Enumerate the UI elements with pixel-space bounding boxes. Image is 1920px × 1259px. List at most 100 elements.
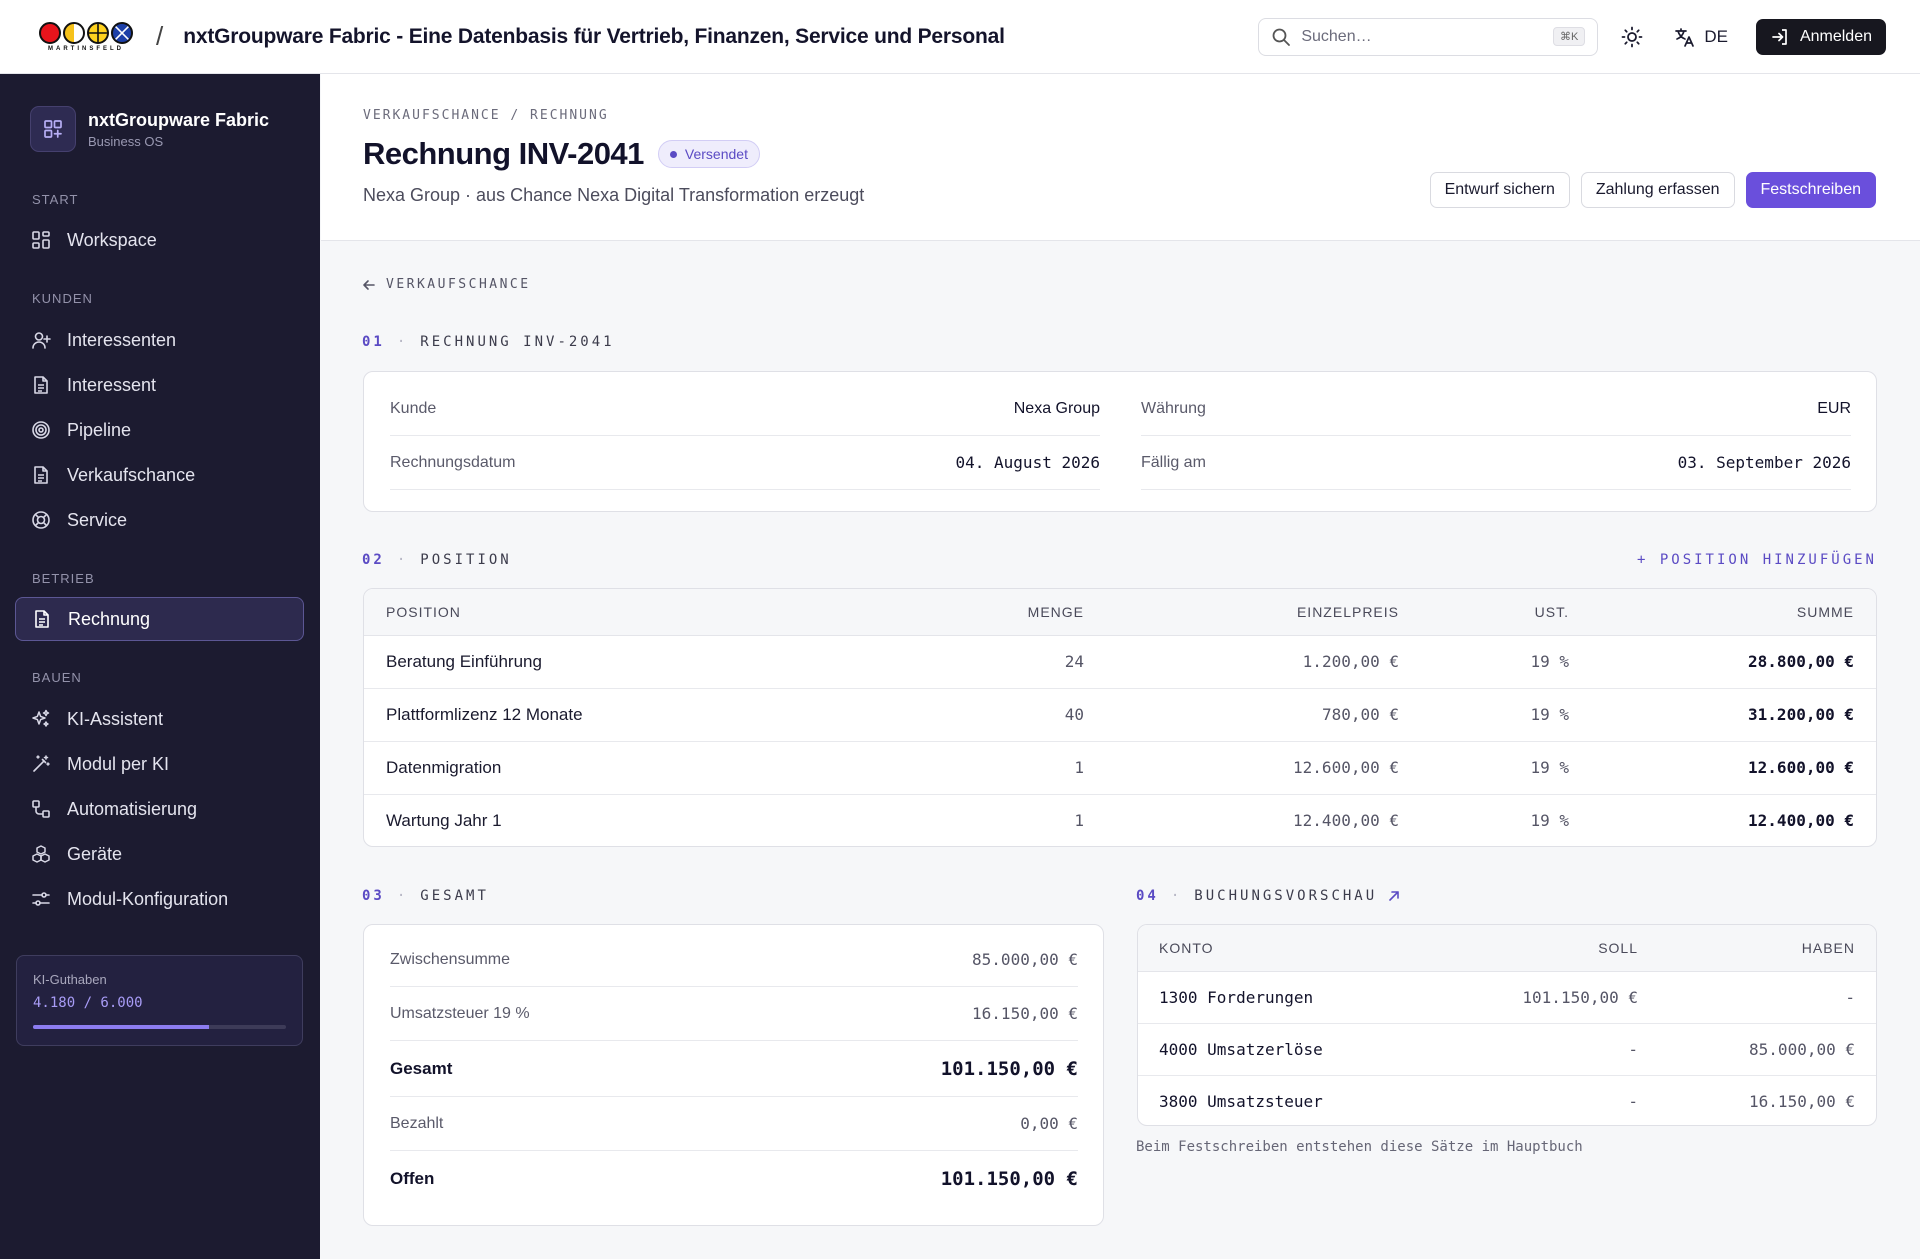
brand[interactable]: nxtGroupware Fabric Business OS [30, 106, 320, 152]
cell-ust: 19 % [1399, 741, 1569, 795]
sidebar-item-interessenten[interactable]: Interessenten [15, 318, 304, 362]
sidebar-item-automatisierung[interactable]: Automatisierung [15, 787, 304, 831]
page-title: Rechnung INV-2041 [363, 136, 644, 171]
sidebar-item-workspace[interactable]: Workspace [15, 218, 304, 262]
cell-einzelpreis: 1.200,00 € [1084, 635, 1399, 689]
sidebar-item-label: Interessent [67, 374, 157, 395]
table-row[interactable]: Beratung Einführung 24 1.200,00 € 19 % 2… [364, 635, 1876, 689]
cell-summe: 28.800,00 € [1569, 635, 1876, 689]
cell-ust: 19 % [1399, 688, 1569, 742]
sidebar-item-service[interactable]: Service [15, 498, 304, 542]
column-header: SOLL [1438, 925, 1638, 972]
save-draft-button[interactable]: Entwurf sichern [1429, 172, 1570, 208]
search-icon [1272, 28, 1291, 46]
total-label: Gesamt [390, 1058, 453, 1078]
total-row-offen: Offen 101.150,00 € [390, 1151, 1078, 1207]
invoice-details-card: Kunde Nexa Group Rechnungsdatum 04. Augu… [363, 371, 1877, 512]
cell-konto: 3800 Umsatzsteuer [1159, 1091, 1323, 1111]
login-button[interactable]: Anmelden [1755, 18, 1886, 55]
company-logo[interactable]: MARTINSFELD [34, 21, 138, 52]
field-label: Rechnungsdatum [390, 453, 516, 471]
section-number: 03 [362, 888, 385, 904]
commit-button[interactable]: Festschreiben [1745, 172, 1876, 208]
field-value[interactable]: EUR [1817, 399, 1851, 417]
sidebar-item-pipeline[interactable]: Pipeline [15, 408, 304, 452]
add-position-button[interactable]: + POSITION HINZUFÜGEN [1636, 552, 1877, 568]
credits-progress-bar [33, 1025, 286, 1029]
sidebar-item-modul-per-ki[interactable]: Modul per KI [15, 742, 304, 786]
totals-card: Zwischensumme 85.000,00 € Umsatzsteuer 1… [363, 924, 1104, 1226]
cell-soll: - [1628, 1091, 1638, 1111]
table-row[interactable]: Wartung Jahr 1 1 12.400,00 € 19 % 12.400… [364, 794, 1876, 846]
sidebar-item-label: Automatisierung [67, 798, 198, 819]
brand-subtitle: Business OS [88, 133, 164, 149]
column-header[interactable]: SUMME [1569, 589, 1876, 636]
nav-section-betrieb: BETRIEB [32, 571, 95, 586]
cell-einzelpreis: 12.400,00 € [1293, 811, 1399, 831]
sidebar-item-label: Rechnung [68, 608, 151, 629]
sidebar-item-rechnung[interactable]: Rechnung [15, 597, 304, 641]
document-icon [34, 466, 48, 484]
field-label: Währung [1141, 399, 1206, 417]
cell-einzelpreis: 780,00 € [1084, 688, 1399, 742]
login-label: Anmelden [1799, 27, 1872, 45]
column-header[interactable]: UST. [1399, 589, 1569, 636]
table-row[interactable]: Plattformlizenz 12 Monate 40 780,00 € 19… [364, 688, 1876, 742]
sidebar-item-label: Workspace [67, 229, 157, 250]
sidebar-item-interessent[interactable]: Interessent [15, 363, 304, 407]
record-payment-button[interactable]: Zahlung erfassen [1580, 172, 1735, 208]
cell-ust: 19 % [1399, 635, 1569, 689]
sidebar-item-label: Service [67, 509, 128, 530]
cell-summe: 12.400,00 € [1748, 811, 1854, 831]
cell-soll: - [1438, 1023, 1638, 1076]
booking-preview-table: KONTO SOLL HABEN 1300 Forderungen 101.15… [1138, 925, 1876, 1125]
sidebar-item-geraete[interactable]: Geräte [15, 832, 304, 876]
sidebar-item-modul-konfiguration[interactable]: Modul-Konfiguration [15, 877, 304, 921]
field-value[interactable]: 03. September 2026 [1677, 453, 1851, 472]
section-title: BUCHUNGSVORSCHAU [1194, 888, 1378, 904]
nav-section-kunden: KUNDEN [32, 291, 93, 306]
section-separator: · [1170, 888, 1183, 904]
back-link[interactable]: VERKAUFSCHANCE [362, 277, 531, 292]
arrow-left-icon [363, 279, 375, 290]
table-row[interactable]: Datenmigration 1 12.600,00 € 19 % 12.600… [364, 741, 1876, 795]
credits-value: 4.180 / 6.000 [33, 995, 143, 1011]
cell-summe: 31.200,00 € [1569, 688, 1876, 742]
document-icon [34, 376, 48, 394]
field-value[interactable]: Nexa Group [1013, 399, 1100, 417]
document-icon [35, 610, 49, 628]
column-header[interactable]: MENGE [884, 589, 1084, 636]
brand-name: nxtGroupware Fabric [88, 109, 270, 130]
status-badge: Versendet [657, 140, 760, 168]
page-subtitle: Nexa Group · aus Chance Nexa Digital Tra… [363, 185, 865, 205]
total-value: 101.150,00 € [940, 1168, 1078, 1190]
sidebar-item-label: Verkaufschance [67, 464, 196, 485]
table-row: 3800 Umsatzsteuer - 16.150,00 € [1138, 1075, 1876, 1125]
column-header[interactable]: POSITION [364, 589, 884, 636]
section-heading-buchungsvorschau: 04 · BUCHUNGSVORSCHAU [1136, 888, 1401, 904]
cell-position: Wartung Jahr 1 [386, 810, 502, 830]
cell-position: Plattformlizenz 12 Monate [364, 688, 884, 742]
search-input[interactable]: Suchen… ⌘K [1258, 17, 1599, 56]
sidebar-item-ki-assistent[interactable]: KI-Assistent [15, 697, 304, 741]
sidebar-item-label: Modul per KI [67, 753, 170, 774]
total-row-gesamt: Gesamt 101.150,00 € [390, 1041, 1078, 1097]
total-value: 0,00 € [1020, 1114, 1078, 1133]
sidebar-item-verkaufschance[interactable]: Verkaufschance [15, 453, 304, 497]
logo-text: MARTINSFELD [48, 45, 124, 52]
booking-note: Beim Festschreiben entstehen diese Sätze… [1136, 1139, 1583, 1155]
boxes-icon [32, 845, 50, 863]
booking-preview-card: KONTO SOLL HABEN 1300 Forderungen 101.15… [1137, 924, 1877, 1126]
field-value[interactable]: 04. August 2026 [955, 453, 1101, 472]
nav-section-start: START [32, 192, 79, 207]
search-shortcut: ⌘K [1552, 27, 1586, 46]
total-label: Bezahlt [390, 1114, 444, 1132]
theme-toggle-button[interactable] [1612, 17, 1652, 57]
language-switcher[interactable]: DE [1674, 26, 1728, 48]
external-link-icon[interactable] [1387, 889, 1401, 903]
total-row-umsatzsteuer: Umsatzsteuer 19 % 16.150,00 € [390, 987, 1078, 1041]
column-header[interactable]: EINZELPREIS [1084, 589, 1399, 636]
sidebar: nxtGroupware Fabric Business OS START Wo… [0, 74, 320, 1259]
total-row-zwischensumme: Zwischensumme 85.000,00 € [390, 933, 1078, 987]
back-link-label: VERKAUFSCHANCE [386, 277, 531, 292]
